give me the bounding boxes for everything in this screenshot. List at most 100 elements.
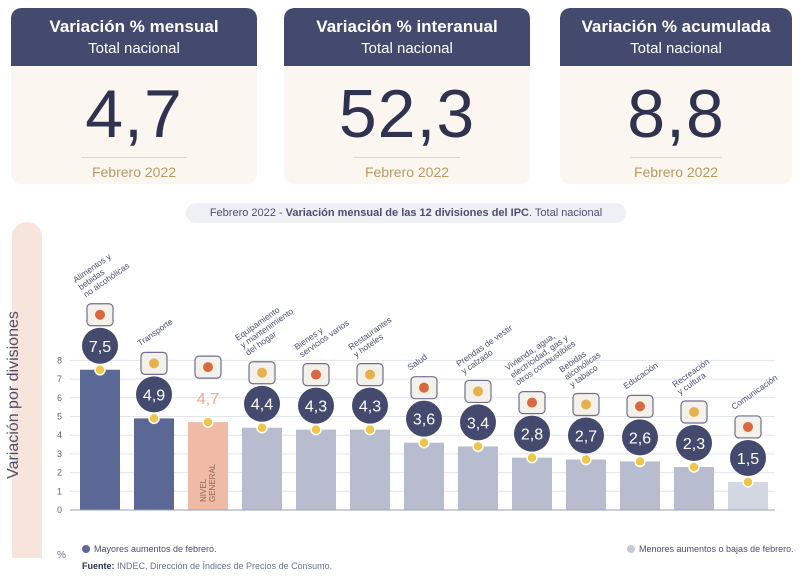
bar-marker (742, 476, 754, 488)
card-subtitle: Total nacional (88, 40, 180, 57)
category-label-line: Transporte (135, 316, 174, 348)
chart-title-date: Febrero 2022 - (209, 207, 286, 219)
legend-menores: Menores aumentos o bajas de febrero. (627, 544, 794, 554)
value-badge (514, 415, 550, 452)
source-text: INDEC, Dirección de Índices de Precios d… (114, 561, 333, 571)
card-yearly-variation: Variación % interanual Total nacional 52… (284, 8, 530, 184)
y-tick-label: 4 (57, 430, 62, 440)
card-divider (630, 157, 722, 158)
bar (512, 457, 552, 510)
bar (188, 422, 228, 510)
bar (674, 466, 714, 510)
data-label: 4,4 (251, 397, 273, 414)
bar-marker (418, 436, 430, 449)
category-label: Recreacióny cultura (670, 356, 716, 396)
value-badge (352, 387, 388, 424)
data-label: 2,6 (629, 430, 651, 447)
value-badge (676, 424, 712, 461)
data-label: 3,4 (467, 415, 489, 432)
value-badge (622, 419, 658, 456)
category-label-line: Comunicación (729, 372, 779, 411)
card-accumulated-variation: Variación % acumulada Total nacional 8,8… (560, 8, 792, 184)
y-axis-band (12, 222, 42, 558)
legend-swatch-mayores (82, 545, 90, 553)
bar (404, 442, 444, 510)
legend-label-menores: Menores aumentos o bajas de febrero. (639, 544, 794, 554)
bar (458, 446, 498, 510)
data-label: 4,3 (305, 399, 327, 416)
category-label: NIVELGENERAL (199, 463, 217, 502)
bar-marker (310, 423, 322, 436)
bar (242, 427, 282, 510)
bar-marker (688, 461, 700, 473)
y-tick-label: 0 (57, 505, 62, 515)
data-label: 2,8 (521, 427, 543, 444)
card-header: Variación % acumulada Total nacional (560, 8, 792, 66)
y-tick-label: 8 (57, 355, 62, 365)
bar (350, 429, 390, 510)
glass-icon-accent (581, 399, 591, 410)
category-label: Educación (621, 360, 659, 391)
y-tick-label: 1 (57, 486, 62, 496)
basket-icon-accent (203, 362, 213, 373)
card-body: 52,3 Febrero 2022 (284, 66, 530, 184)
category-label: Transporte (135, 316, 174, 348)
legend-swatch-menores (627, 545, 635, 553)
data-label: 7,5 (89, 339, 111, 356)
data-label: 1,5 (737, 451, 759, 468)
value-badge (568, 417, 604, 454)
bar-marker (526, 451, 538, 464)
legend-mayores: Mayores aumentos de febrero. (82, 544, 217, 554)
value-badge (244, 385, 280, 422)
card-value: 52,3 (338, 76, 476, 152)
data-label: 4,3 (359, 399, 381, 416)
medical-cross-icon-accent (419, 382, 429, 393)
card-value: 8,8 (627, 76, 725, 152)
chart-title-main: Variación mensual de las 12 divisiones d… (285, 207, 529, 219)
bar (566, 459, 606, 510)
category-label-line: Educación (621, 360, 659, 391)
category-label: Alimentos ybebidasno alcohólicas (71, 246, 131, 300)
card-title: Variación % mensual (49, 17, 219, 36)
card-body: 4,7 Febrero 2022 (11, 66, 257, 184)
y-tick-label: 5 (57, 412, 62, 422)
card-subtitle: Total nacional (361, 40, 453, 57)
data-label: 4,9 (143, 387, 165, 404)
furniture-icon-accent (257, 367, 267, 378)
data-label: 2,7 (575, 429, 597, 446)
value-badge (460, 404, 496, 441)
bar-marker (472, 440, 484, 453)
card-subtitle: Total nacional (630, 40, 722, 57)
bar (80, 369, 120, 510)
card-period: Febrero 2022 (91, 164, 177, 180)
card-title: Variación % acumulada (581, 17, 771, 36)
bar-marker (634, 455, 646, 468)
card-body: 8,8 Febrero 2022 (560, 66, 792, 184)
card-period: Febrero 2022 (633, 164, 719, 180)
y-tick-label: 2 (57, 468, 62, 478)
category-label: Restaurantesy hoteles (346, 315, 398, 360)
bar (620, 461, 660, 510)
value-badge (298, 387, 334, 424)
bar-marker (364, 423, 376, 436)
y-tick-label: 6 (57, 393, 62, 403)
category-label: Salud (405, 352, 429, 373)
book-icon-accent (635, 401, 645, 412)
value-badge (406, 400, 442, 437)
category-label: Comunicación (729, 372, 779, 411)
category-label: Equipamientoy mantenimientodel hogar (233, 298, 300, 357)
card-value: 4,7 (85, 76, 183, 152)
chart-title-scope: . Total nacional (528, 207, 603, 219)
lightbulb-icon-accent (527, 397, 537, 408)
bar-marker (256, 421, 268, 434)
bar-marker (202, 416, 214, 428)
source-label: Fuente: (82, 561, 115, 571)
value-badge (82, 327, 118, 364)
umbrella-icon-accent (689, 406, 699, 417)
bar-marker (580, 453, 592, 466)
plate-icon-accent (365, 369, 375, 380)
y-tick-label: 3 (57, 449, 62, 459)
category-label-line: NIVEL (199, 478, 208, 502)
car-icon-accent (149, 358, 159, 369)
